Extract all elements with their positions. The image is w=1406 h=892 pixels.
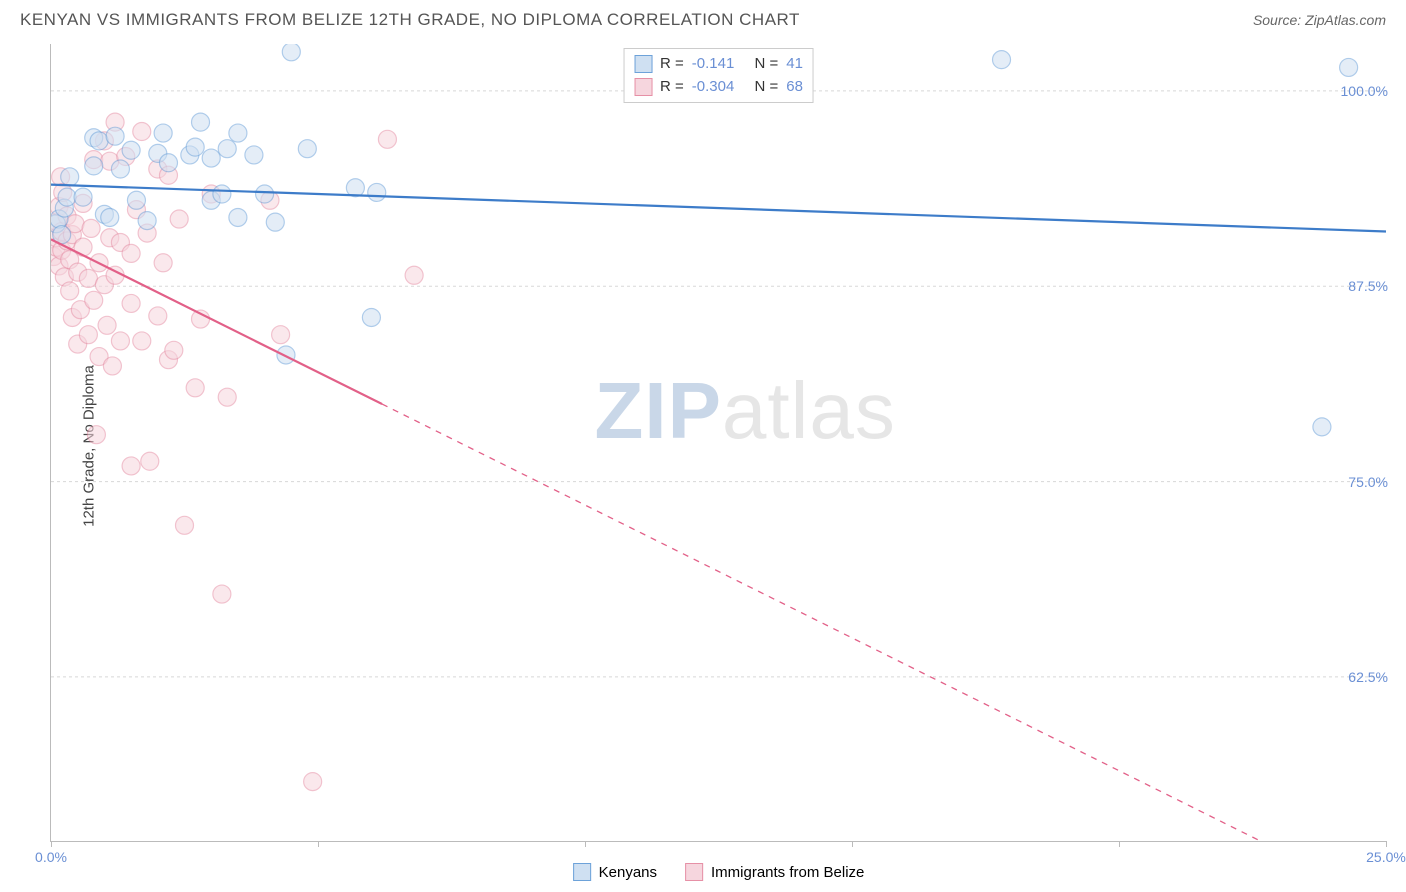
y-tick-label: 62.5% bbox=[1348, 669, 1388, 685]
legend-label-2: Immigrants from Belize bbox=[711, 864, 864, 881]
r-value-2: -0.304 bbox=[692, 76, 735, 99]
y-tick-label: 87.5% bbox=[1348, 278, 1388, 294]
chart-title: KENYAN VS IMMIGRANTS FROM BELIZE 12TH GR… bbox=[20, 10, 800, 30]
chart-svg bbox=[51, 44, 1386, 841]
y-tick-label: 100.0% bbox=[1341, 83, 1388, 99]
legend-swatch-2 bbox=[685, 863, 703, 881]
y-tick-label: 75.0% bbox=[1348, 474, 1388, 490]
legend-label-1: Kenyans bbox=[599, 864, 657, 881]
x-tick-label: 25.0% bbox=[1366, 849, 1406, 865]
source-label: Source: ZipAtlas.com bbox=[1253, 12, 1386, 28]
n-value-1: 41 bbox=[786, 53, 803, 76]
legend-swatch-1 bbox=[573, 863, 591, 881]
plot-area: ZIPatlas R = -0.141 N = 41 R = -0.304 N … bbox=[50, 44, 1386, 842]
swatch-series1 bbox=[634, 55, 652, 73]
bottom-legend: Kenyans Immigrants from Belize bbox=[573, 863, 865, 881]
stats-row-2: R = -0.304 N = 68 bbox=[634, 76, 803, 99]
swatch-series2 bbox=[634, 78, 652, 96]
x-tick-label: 0.0% bbox=[35, 849, 67, 865]
n-value-2: 68 bbox=[786, 76, 803, 99]
r-value-1: -0.141 bbox=[692, 53, 735, 76]
stats-box: R = -0.141 N = 41 R = -0.304 N = 68 bbox=[623, 48, 814, 103]
stats-row-1: R = -0.141 N = 41 bbox=[634, 53, 803, 76]
